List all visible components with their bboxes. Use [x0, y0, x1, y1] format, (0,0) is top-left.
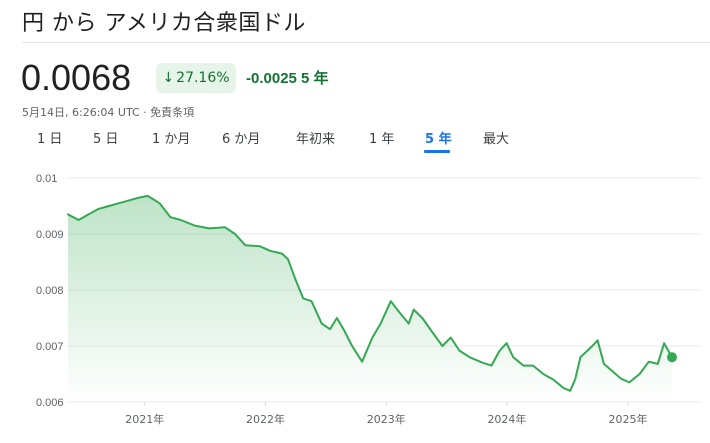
- tab-ytd[interactable]: 年初来: [296, 132, 336, 147]
- y-tick-label: 0.007: [36, 341, 64, 353]
- y-tick-label: 0.006: [36, 397, 64, 409]
- x-tick-label: 2023年: [367, 412, 406, 426]
- y-tick-label: 0.009: [36, 229, 64, 241]
- current-value-dot: [667, 352, 677, 363]
- y-tick-label: 0.008: [36, 285, 64, 297]
- tab-1-year[interactable]: 1 年: [369, 132, 395, 147]
- price-area-fill: [68, 195, 672, 402]
- timestamp-disclaimer: 5月14日, 6:26:04 UTC · 免責条項: [22, 106, 195, 119]
- title-divider: [22, 42, 710, 43]
- range-tabs: 1 日 5 日 1 か月 6 か月 年初来 1 年 5 年 最大: [0, 128, 710, 156]
- tab-1-month[interactable]: 1 か月: [152, 132, 191, 147]
- percent-change-value: 27.16%: [176, 70, 230, 86]
- tab-5-days[interactable]: 5 日: [93, 132, 119, 147]
- y-tick-label: 0.01: [36, 173, 57, 185]
- x-tick-label: 2025年: [609, 412, 648, 426]
- price-series-line: [67, 194, 673, 392]
- x-tick-label: 2022年: [246, 412, 285, 426]
- page-title: 円 から アメリカ合衆国ドル: [22, 11, 306, 36]
- tab-1-day[interactable]: 1 日: [37, 132, 63, 147]
- tab-5-years[interactable]: 5 年: [425, 132, 452, 147]
- current-price: 0.0068: [21, 57, 132, 98]
- active-tab-indicator: [424, 150, 450, 153]
- price-chart[interactable]: 0.01 0.009 0.008 0.007 0.006 2021年 2022年 2023年…: [0, 160, 710, 443]
- tab-max[interactable]: 最大: [483, 132, 510, 147]
- x-tick-label: 2024年: [487, 412, 526, 426]
- x-tick-label: 2021年: [125, 412, 164, 426]
- absolute-change: -0.0025 5 年: [246, 70, 329, 87]
- arrow-down-icon: ↓: [162, 70, 175, 86]
- tab-6-months[interactable]: 6 か月: [222, 132, 261, 147]
- percent-change-badge: ↓ 27.16%: [156, 63, 236, 93]
